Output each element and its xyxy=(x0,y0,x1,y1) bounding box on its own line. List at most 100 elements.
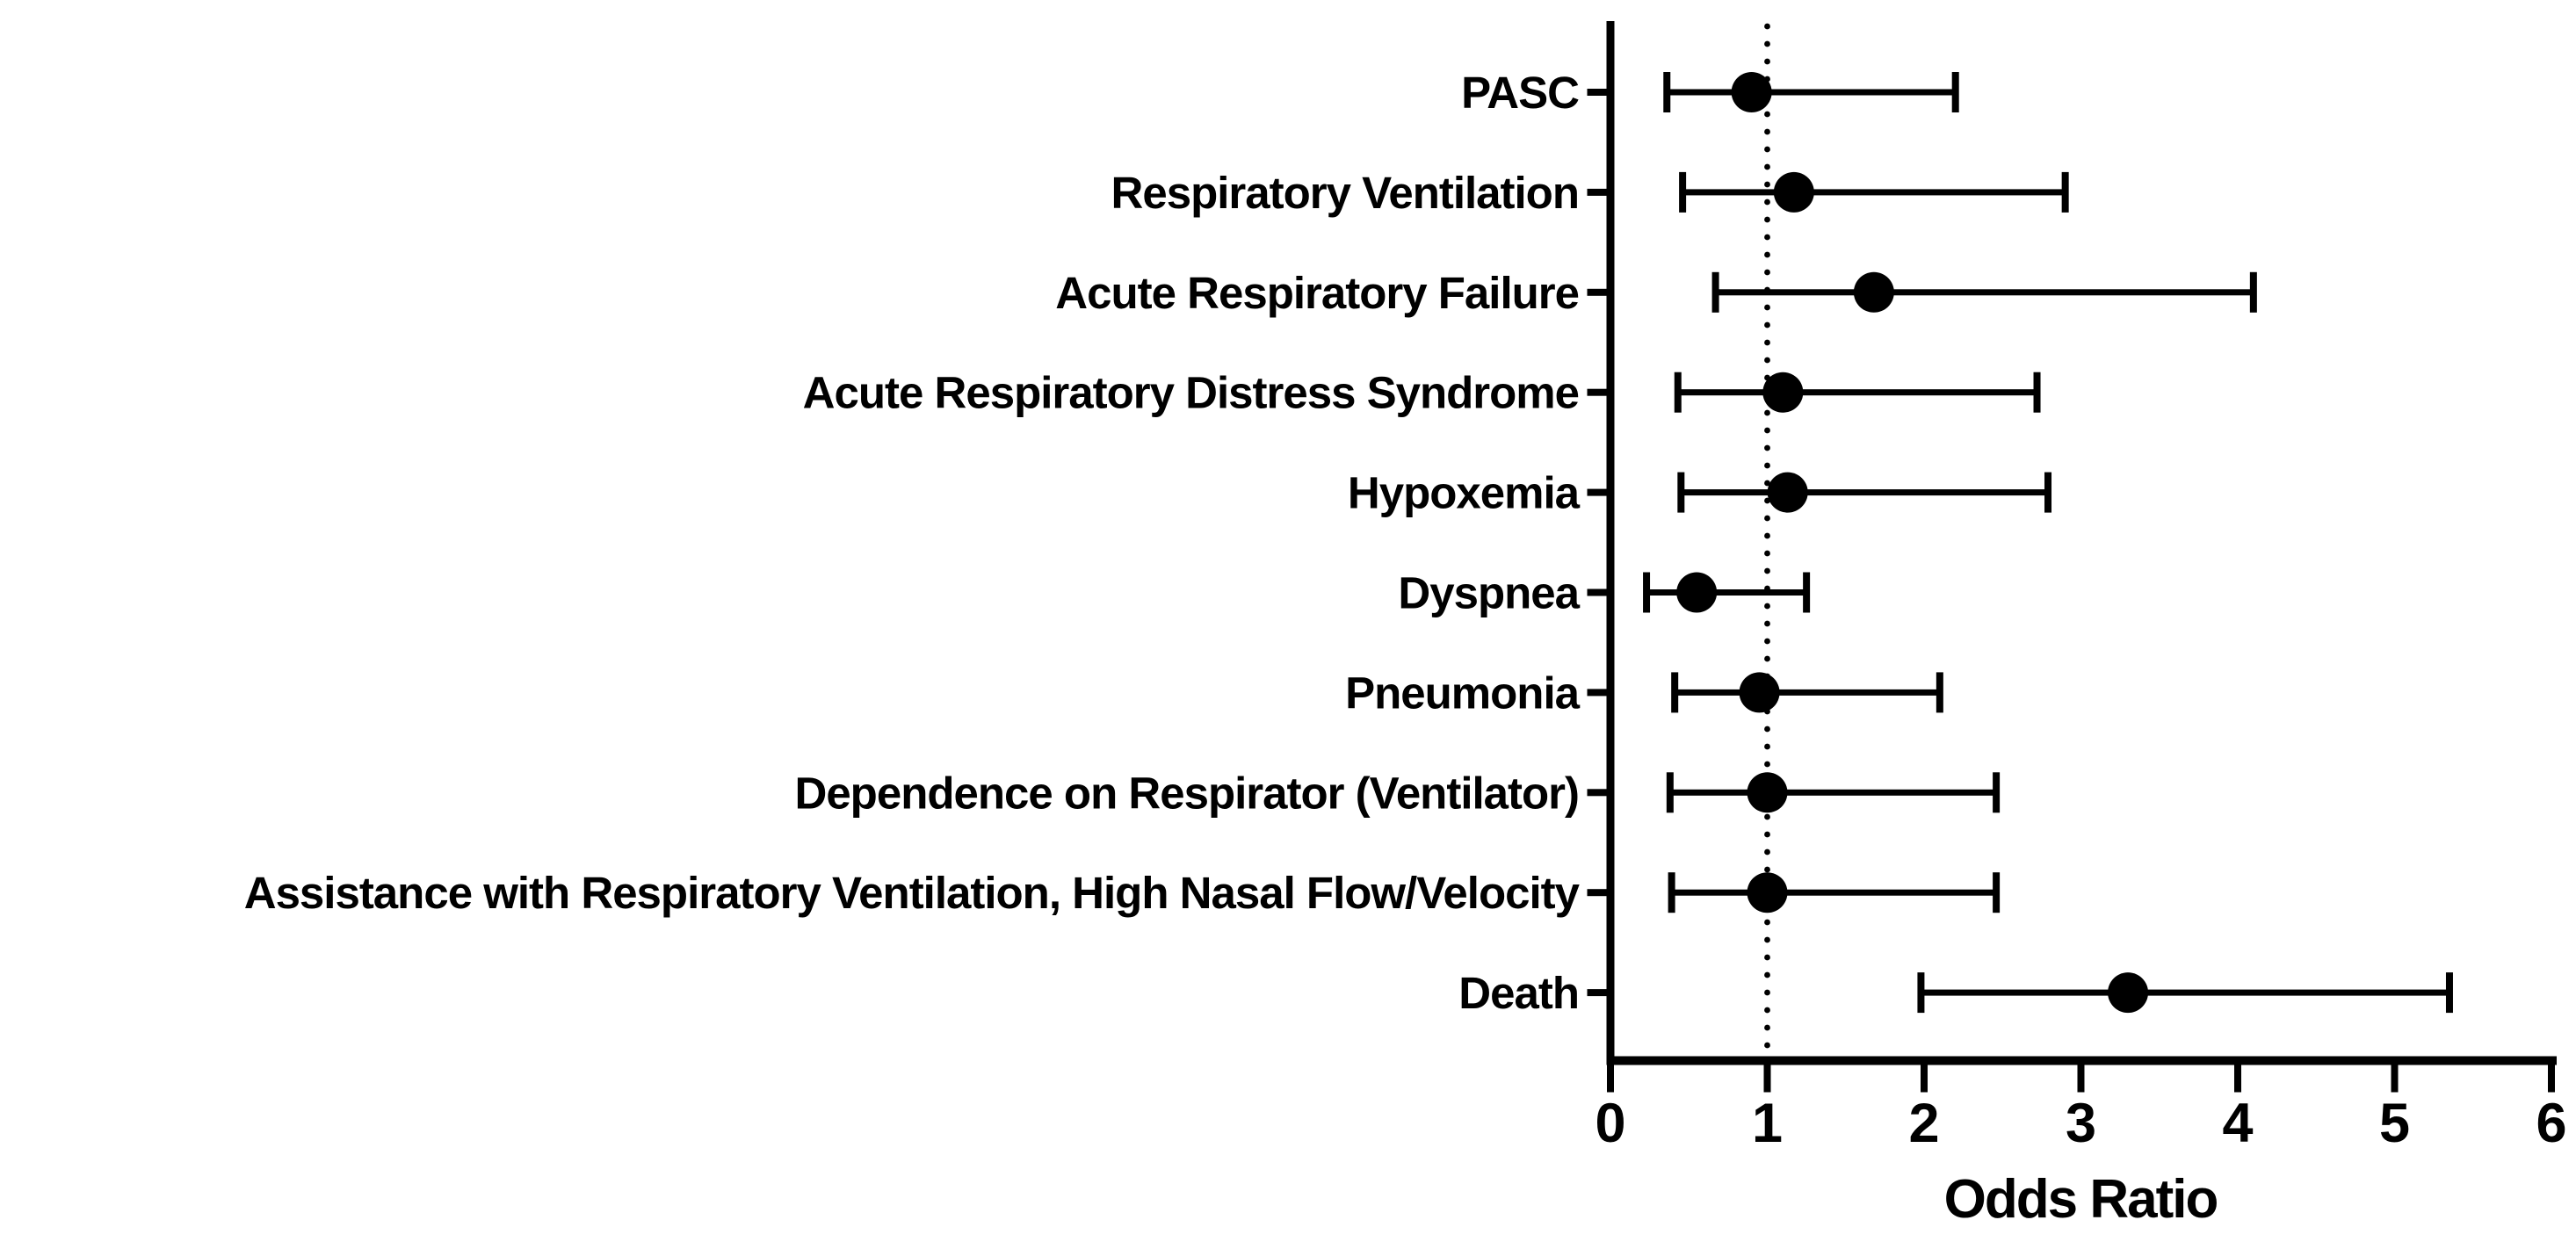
error-bar-cap-low xyxy=(1677,472,1685,513)
error-bar-cap-low xyxy=(1663,72,1671,112)
x-tick-label: 4 xyxy=(2222,1093,2253,1154)
error-bar-cap-high xyxy=(2033,372,2041,413)
reference-line-dot xyxy=(1764,40,1770,47)
error-bar-line xyxy=(1677,389,2037,396)
x-axis-tick xyxy=(2077,1064,2085,1093)
x-axis-tick xyxy=(2548,1064,2555,1093)
reference-line-dot xyxy=(1764,515,1770,522)
error-bar-cap-high xyxy=(2061,171,2069,213)
reference-line-dot xyxy=(1764,444,1770,451)
category-tick xyxy=(1587,689,1607,697)
point-marker xyxy=(1747,872,1788,913)
category-tick xyxy=(1587,488,1607,496)
x-tick-label: 3 xyxy=(2066,1093,2096,1154)
x-axis-tick xyxy=(2391,1064,2399,1093)
x-axis-title: Odds Ratio xyxy=(1944,1169,2218,1230)
x-tick-label: 2 xyxy=(1908,1093,1939,1154)
error-bar-line xyxy=(1715,289,2254,296)
reference-line-dot xyxy=(1764,181,1770,188)
category-tick xyxy=(1587,288,1607,296)
category-label: PASC xyxy=(1461,68,1579,118)
reference-line-dot xyxy=(1764,655,1770,662)
reference-line-dot xyxy=(1764,321,1770,328)
reference-line-dot xyxy=(1764,462,1770,469)
reference-line-dot xyxy=(1764,761,1770,768)
category-tick xyxy=(1587,388,1607,396)
reference-line-dot xyxy=(1764,163,1770,170)
x-axis-tick xyxy=(1607,1064,1614,1093)
category-label: Assistance with Respiratory Ventilation,… xyxy=(244,868,1581,918)
category-tick xyxy=(1587,188,1607,196)
reference-line-dot xyxy=(1764,532,1770,539)
category-label: Death xyxy=(1458,968,1579,1018)
point-marker xyxy=(1676,572,1718,613)
error-bar-line xyxy=(1921,989,2449,996)
reference-line-dot xyxy=(1764,304,1770,311)
reference-line-dot xyxy=(1764,269,1770,276)
reference-line-dot xyxy=(1764,234,1770,241)
category-label: Acute Respiratory Failure xyxy=(1055,268,1579,318)
reference-line-dot xyxy=(1764,409,1770,416)
reference-line-dot xyxy=(1764,971,1770,978)
reference-line-dot xyxy=(1764,919,1770,926)
error-bar-cap-low xyxy=(1643,572,1651,613)
category-tick xyxy=(1587,989,1607,997)
error-bar-cap-low xyxy=(1668,872,1675,913)
reference-line-dot xyxy=(1764,199,1770,206)
reference-line-dot xyxy=(1764,1007,1770,1014)
reference-line-dot xyxy=(1764,743,1770,750)
error-bar-line xyxy=(1681,489,2049,496)
reference-line-dot xyxy=(1764,427,1770,434)
reference-line-dot xyxy=(1764,954,1770,961)
reference-line-dot xyxy=(1764,23,1770,30)
x-tick-label: 1 xyxy=(1752,1093,1783,1154)
point-marker xyxy=(2108,972,2149,1014)
reference-line-dot xyxy=(1764,58,1770,65)
category-tick xyxy=(1587,588,1607,596)
point-marker xyxy=(1853,271,1894,313)
reference-line-dot xyxy=(1764,480,1770,487)
error-bar-line xyxy=(1682,189,2066,196)
reference-line-dot xyxy=(1764,146,1770,153)
reference-line-dot xyxy=(1764,813,1770,820)
x-tick-label: 0 xyxy=(1595,1093,1625,1154)
error-bar-cap-high xyxy=(1951,72,1959,112)
reference-line-dot xyxy=(1764,620,1770,627)
reference-line-dot xyxy=(1764,726,1770,733)
error-bar-cap-high xyxy=(2445,972,2453,1014)
error-bar-cap-high xyxy=(1803,572,1811,613)
error-bar-cap-high xyxy=(2249,271,2257,313)
category-tick xyxy=(1587,889,1607,897)
error-bar-cap-low xyxy=(1679,171,1687,213)
reference-line-dot xyxy=(1764,936,1770,943)
x-axis-tick xyxy=(1921,1064,1928,1093)
error-bar-cap-low xyxy=(1674,372,1682,413)
reference-line-dot xyxy=(1764,848,1770,856)
reference-line-dot xyxy=(1764,567,1770,574)
point-marker xyxy=(1762,372,1804,413)
error-bar-cap-high xyxy=(1993,872,2001,913)
error-bar-line xyxy=(1669,789,1997,796)
point-marker xyxy=(1747,772,1788,813)
x-axis-tick xyxy=(1763,1064,1771,1093)
x-tick-label: 6 xyxy=(2536,1093,2566,1154)
error-bar-cap-low xyxy=(1671,672,1679,713)
reference-line-dot xyxy=(1764,638,1770,645)
reference-line-dot xyxy=(1764,831,1770,838)
reference-line-dot xyxy=(1764,603,1770,610)
error-bar-cap-low xyxy=(1917,972,1925,1014)
error-bar-cap-low xyxy=(1666,772,1674,813)
reference-line-dot xyxy=(1764,339,1770,346)
reference-line-dot xyxy=(1764,216,1770,223)
category-label: Dependence on Respirator (Ventilator) xyxy=(794,768,1579,818)
x-tick-label: 5 xyxy=(2379,1093,2410,1154)
category-tick xyxy=(1587,789,1607,797)
reference-line-dot xyxy=(1764,1024,1770,1031)
reference-line-dot xyxy=(1764,866,1770,873)
point-marker xyxy=(1739,672,1780,713)
error-bar-cap-high xyxy=(1993,772,2001,813)
error-bar-line xyxy=(1667,89,1956,96)
error-bar-line xyxy=(1646,589,1807,596)
